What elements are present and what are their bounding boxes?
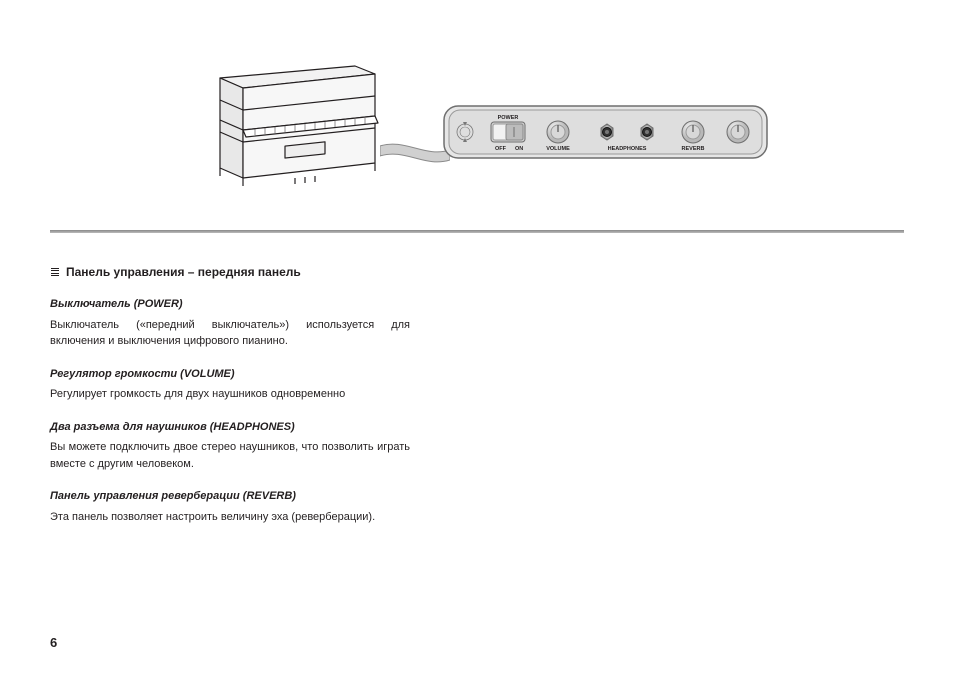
- item-body: Вы можете подключить двое стерео наушник…: [50, 439, 410, 472]
- piano-illustration: [200, 60, 390, 190]
- content-column: Панель управления – передняя панель Выкл…: [50, 263, 410, 525]
- item-block: Два разъема для наушников (HEADPHONES) В…: [50, 419, 410, 473]
- item-body: Регулирует громкость для двух наушников …: [50, 386, 410, 403]
- item-heading: Регулятор громкости (VOLUME): [50, 366, 410, 383]
- on-label: ON: [515, 146, 523, 152]
- connector-ribbon: [380, 138, 450, 168]
- page-number: 6: [50, 635, 57, 650]
- reverb-label: REVERB: [682, 146, 705, 152]
- item-body: Выключатель («передний выключатель») исп…: [50, 317, 410, 350]
- power-top-label: POWER: [498, 115, 519, 121]
- item-body: Эта панель позволяет настроить величину …: [50, 509, 410, 526]
- volume-label: VOLUME: [546, 146, 570, 152]
- list-icon: [50, 267, 60, 278]
- section-title-text: Панель управления – передняя панель: [66, 263, 301, 281]
- item-block: Выключатель (POWER) Выключатель («передн…: [50, 296, 410, 350]
- control-panel-illustration: POWER OFF ON VOLUME HEADPHONES: [443, 105, 768, 165]
- item-heading: Два разъема для наушников (HEADPHONES): [50, 419, 410, 436]
- section-divider: [50, 230, 904, 233]
- section-title: Панель управления – передняя панель: [50, 263, 410, 281]
- item-block: Панель управления реверберации (REVERB) …: [50, 488, 410, 525]
- headphones-label: HEADPHONES: [608, 146, 647, 152]
- illustration-area: POWER OFF ON VOLUME HEADPHONES: [50, 60, 904, 200]
- item-heading: Панель управления реверберации (REVERB): [50, 488, 410, 505]
- item-heading: Выключатель (POWER): [50, 296, 410, 313]
- off-label: OFF: [495, 146, 507, 152]
- item-block: Регулятор громкости (VOLUME) Регулирует …: [50, 366, 410, 403]
